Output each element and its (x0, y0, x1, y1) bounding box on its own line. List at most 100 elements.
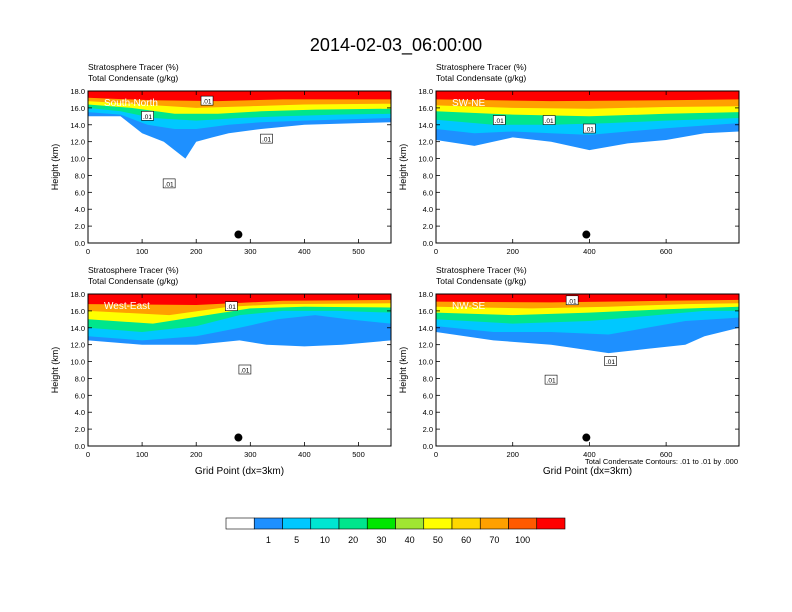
contour-label-box (583, 123, 596, 134)
y-tick-label: 6.0 (423, 391, 433, 400)
y-tick-label: 2.0 (75, 425, 85, 434)
colorbar-bin (451, 517, 481, 530)
colorbar-label: 20 (348, 535, 358, 545)
colorbar-bin (338, 517, 368, 530)
field-label-tracer: Stratosphere Tracer (%) (436, 62, 527, 72)
x-tick-label: 200 (506, 450, 519, 459)
plot-frame (435, 293, 740, 447)
y-tick-label: 12.0 (70, 341, 85, 350)
colorbar-label: 5 (294, 535, 299, 545)
y-tick-label: 12.0 (418, 341, 433, 350)
y-tick-label: 18.0 (418, 290, 433, 299)
y-tick-label: 4.0 (423, 205, 433, 214)
y-tick-label: 12.0 (418, 138, 433, 147)
colorbar-bin (282, 517, 312, 530)
colorbar-bin (508, 517, 538, 530)
plot-frame (87, 293, 392, 447)
y-tick-label: 16.0 (70, 104, 85, 113)
colorbar-label: 40 (405, 535, 415, 545)
contour-label: .01 (240, 368, 249, 375)
colorbar-bin (536, 517, 566, 530)
y-tick-label: 8.0 (75, 374, 85, 383)
field-label-tracer: Stratosphere Tracer (%) (436, 265, 527, 275)
y-tick-label: 14.0 (418, 121, 433, 130)
x-tick-label: 400 (298, 450, 311, 459)
colorbar-label: 10 (320, 535, 330, 545)
y-tick-label: 10.0 (70, 358, 85, 367)
panel-south-north: .01 .01 .01 .01 0.0 2.0 4.0 6.0 8.0 10.0 12.0 14.0 1… (50, 62, 392, 256)
x-tick-label: 100 (136, 450, 149, 459)
x-tick-label: 300 (244, 450, 257, 459)
panel-name: NW-SE (452, 301, 485, 312)
panel-west-east: .01 .01 0.0 2.0 4.0 6.0 8.0 10.0 12.0 14.0 16.0 18.… (50, 265, 392, 477)
location-marker (582, 433, 591, 442)
panels: .01 .01 .01 .01 0.0 2.0 4.0 6.0 8.0 10.0 12.0 14.0 1… (50, 62, 740, 477)
plot-frame (435, 90, 740, 244)
y-axis-label: Height (km) (50, 347, 60, 394)
contour-label-box (260, 133, 273, 144)
x-tick-label: 300 (244, 247, 257, 256)
contour-label-box (542, 115, 556, 125)
contour-label: .01 (585, 127, 594, 134)
colorbar-bin (310, 517, 340, 530)
colorbar: 1 5 10 20 30 40 50 60 70 100 (225, 517, 566, 545)
figure-title: 2014-02-03_06:00:00 (310, 35, 482, 56)
field-label-condensate: Total Condensate (g/kg) (88, 276, 178, 286)
y-axis-label: Height (km) (50, 144, 60, 191)
y-tick-label: 8.0 (423, 374, 433, 383)
x-tick-label: 200 (190, 450, 203, 459)
y-tick-label: 0.0 (75, 239, 85, 248)
contour-footnote: Total Condensate Contours: .01 to .01 by… (585, 457, 738, 466)
location-marker (234, 433, 243, 442)
field-label-condensate: Total Condensate (g/kg) (436, 276, 526, 286)
y-tick-label: 14.0 (418, 324, 433, 333)
contour-label: .01 (495, 118, 504, 125)
y-tick-label: 16.0 (418, 104, 433, 113)
x-tick-label: 200 (190, 247, 203, 256)
tracer-top-strip (436, 294, 739, 300)
contour-label: .01 (545, 118, 554, 125)
plot-area: .01 .01 (88, 294, 391, 375)
y-tick-label: 10.0 (418, 358, 433, 367)
plot-area: .01 .01 .01 .01 (88, 91, 391, 188)
contour-label: .01 (165, 181, 174, 188)
contour-label-box (141, 111, 154, 121)
x-tick-label: 200 (506, 247, 519, 256)
location-marker (234, 230, 243, 239)
field-label-condensate: Total Condensate (g/kg) (436, 73, 526, 83)
colorbar-label: 60 (461, 535, 471, 545)
location-marker (582, 230, 591, 239)
y-tick-label: 4.0 (423, 408, 433, 417)
colorbar-bin (423, 517, 453, 530)
x-tick-label: 100 (136, 247, 149, 256)
contour-label-box (238, 364, 252, 375)
y-tick-label: 10.0 (70, 155, 85, 164)
x-tick-label: 0 (86, 450, 90, 459)
plot-area: .01 .01 .01 (436, 294, 739, 385)
y-tick-label: 6.0 (75, 391, 85, 400)
contour-label-box (604, 356, 617, 366)
y-axis-label: Height (km) (398, 144, 408, 191)
plot-area: .01 .01 .01 (436, 91, 739, 151)
x-tick-label: 0 (86, 247, 90, 256)
x-tick-label: 500 (352, 247, 365, 256)
y-tick-label: 8.0 (423, 171, 433, 180)
x-tick-label: 500 (352, 450, 365, 459)
x-axis-label: Grid Point (dx=3km) (195, 466, 284, 477)
x-tick-label: 600 (660, 247, 673, 256)
contour-label-box (162, 178, 176, 189)
x-axis-label: Grid Point (dx=3km) (543, 466, 632, 477)
contour-label: .01 (143, 114, 152, 121)
panel-name: SW-NE (452, 98, 485, 109)
tracer-top-strip (88, 91, 391, 97)
y-tick-label: 16.0 (70, 307, 85, 316)
colorbar-label: 1 (266, 535, 271, 545)
y-tick-label: 10.0 (418, 155, 433, 164)
y-tick-label: 0.0 (423, 442, 433, 451)
y-tick-label: 12.0 (70, 138, 85, 147)
y-tick-label: 18.0 (418, 87, 433, 96)
field-label-tracer: Stratosphere Tracer (%) (88, 265, 179, 275)
contour-label: .01 (203, 99, 212, 106)
colorbar-bin (225, 517, 255, 530)
